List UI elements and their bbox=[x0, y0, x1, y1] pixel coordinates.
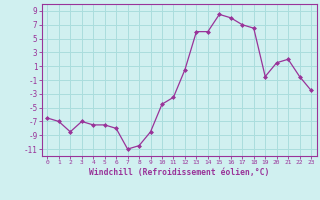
X-axis label: Windchill (Refroidissement éolien,°C): Windchill (Refroidissement éolien,°C) bbox=[89, 168, 269, 177]
